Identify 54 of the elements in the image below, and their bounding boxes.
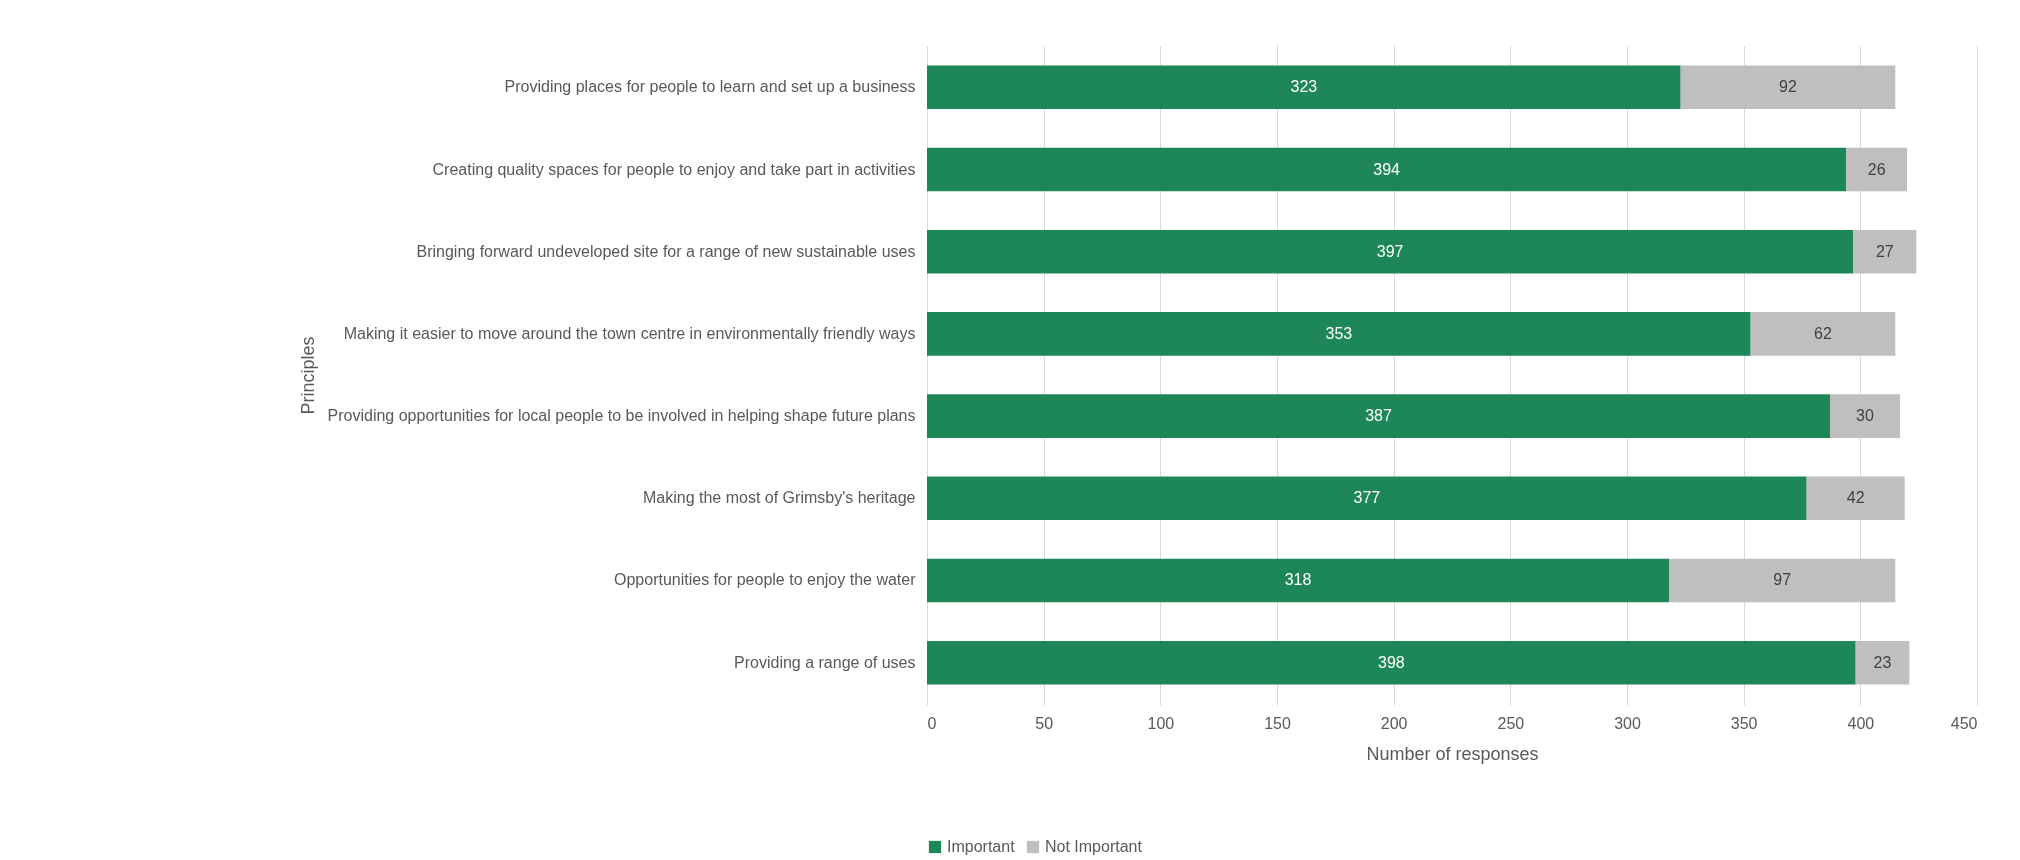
x-tick-label: 200 <box>1380 714 1408 732</box>
data-label: 30 <box>1856 407 1874 425</box>
bar <box>1855 640 1910 685</box>
bar <box>1806 476 1905 521</box>
bar <box>927 65 1681 110</box>
data-label: 62 <box>1814 324 1832 342</box>
data-label: 318 <box>1284 571 1312 589</box>
data-label: 42 <box>1846 489 1865 507</box>
bar <box>927 229 1854 274</box>
legend-label: Not Important <box>1045 838 1143 855</box>
data-label: 377 <box>1353 489 1381 507</box>
bar <box>927 312 1751 356</box>
x-tick-label: 150 <box>1264 714 1291 732</box>
y-tick-label: Providing places for people to learn and set up a business <box>504 78 916 96</box>
data-label: 387 <box>1365 407 1392 425</box>
bar <box>927 147 1847 192</box>
x-tick-label: 350 <box>1730 714 1758 732</box>
bar <box>1846 147 1907 192</box>
data-label: 398 <box>1377 653 1405 671</box>
bar <box>927 394 1830 438</box>
x-tick-label: 300 <box>1614 714 1641 732</box>
bar <box>1830 394 1900 438</box>
y-tick-label: Providing opportunities for local people to be involved in helping shape future plans <box>327 407 916 425</box>
bar <box>927 640 1856 685</box>
bar <box>1680 65 1896 110</box>
data-label: 323 <box>1290 78 1318 96</box>
x-tick-label: 250 <box>1497 714 1525 732</box>
x-tick-label: 50 <box>1035 714 1054 732</box>
data-label: 97 <box>1773 571 1792 589</box>
y-tick-label: Providing a range of uses <box>734 653 916 671</box>
x-tick-label: 450 <box>1950 714 1978 732</box>
x-tick-label: 400 <box>1847 714 1875 732</box>
y-tick-label: Making it easier to move around the town centre in environmentally friendly ways <box>343 324 916 342</box>
bar <box>927 476 1807 521</box>
y-tick-label: Opportunities for people to enjoy the water <box>613 571 917 589</box>
y-tick-label: Making the most of Grimsby's heritage <box>643 489 916 507</box>
y-tick-label: Bringing forward undeveloped site for a range of new sustainable uses <box>416 242 916 260</box>
bar <box>927 558 1669 603</box>
data-label: 26 <box>1867 160 1886 178</box>
x-tick-label: 0 <box>927 714 937 732</box>
data-label: 397 <box>1376 242 1404 260</box>
x-tick-label: 100 <box>1147 714 1175 732</box>
data-label: 23 <box>1873 653 1892 671</box>
data-label: 27 <box>1875 242 1894 260</box>
bar <box>1853 229 1917 274</box>
y-tick-label: Creating quality spaces for people to enjoy and take part in activities <box>432 160 916 178</box>
data-label: 394 <box>1373 160 1401 178</box>
legend-label: Important <box>947 838 1016 855</box>
bar <box>1669 558 1896 603</box>
bar <box>1750 312 1896 356</box>
x-axis-title: Number of responses <box>1366 743 1539 764</box>
data-label: 353 <box>1325 324 1353 342</box>
data-label: 92 <box>1779 78 1797 96</box>
y-axis-title: Principles <box>297 336 318 415</box>
